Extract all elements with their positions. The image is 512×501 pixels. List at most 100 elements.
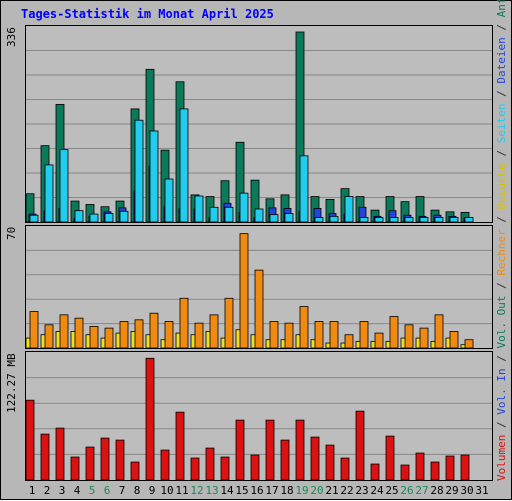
volume-bar-volumen bbox=[115, 439, 125, 481]
volume-bar-volumen bbox=[145, 357, 155, 481]
volume-bar-volumen bbox=[40, 433, 50, 481]
chart-title: Tages-Statistik im Monat April 2025 bbox=[21, 7, 274, 21]
visits-bar-rechner bbox=[89, 326, 99, 349]
volume-bar-volumen bbox=[100, 437, 110, 481]
volume-bar-volumen bbox=[85, 446, 95, 481]
x-tick-label: 26 bbox=[400, 484, 413, 497]
x-tick-label: 7 bbox=[119, 484, 126, 497]
legend-volumen: Volumen bbox=[495, 434, 508, 481]
x-tick-label: 5 bbox=[89, 484, 96, 497]
x-tick-label: 15 bbox=[235, 484, 248, 497]
visits-bar-rechner bbox=[449, 331, 459, 349]
volume-bar-volumen bbox=[70, 456, 80, 481]
visits-bar-rechner bbox=[134, 319, 144, 349]
x-tick-label: 6 bbox=[104, 484, 111, 497]
requests-bar-seiten bbox=[104, 213, 114, 223]
requests-bar-seiten bbox=[404, 217, 414, 223]
volume-bar-volumen bbox=[430, 461, 440, 481]
legend-anfragen: Anfragen bbox=[495, 0, 508, 17]
visits-bar-rechner bbox=[434, 314, 444, 349]
legend-seiten: Seiten bbox=[495, 103, 508, 144]
volume-bar-volumen bbox=[310, 436, 320, 481]
requests-bar-seiten bbox=[284, 213, 294, 223]
visits-bar-rechner bbox=[359, 321, 369, 349]
visits-bar-rechner bbox=[74, 317, 84, 349]
requests-bar-seiten bbox=[194, 195, 204, 223]
volume-bar-volumen bbox=[325, 444, 335, 481]
visits-bar-rechner bbox=[284, 322, 294, 349]
visits-bar-rechner bbox=[194, 322, 204, 349]
visits-bar-rechner bbox=[149, 312, 159, 349]
volume-bar-volumen bbox=[55, 427, 65, 481]
visits-bar-rechner bbox=[404, 324, 414, 349]
x-tick-label: 14 bbox=[220, 484, 234, 497]
requests-bar-seiten bbox=[29, 214, 39, 223]
requests-bar-seiten bbox=[59, 149, 69, 223]
visits-bar-rechner bbox=[164, 321, 174, 349]
requests-bar-seiten bbox=[89, 213, 99, 223]
x-tick-label: 29 bbox=[445, 484, 458, 497]
x-tick-label: 3 bbox=[59, 484, 66, 497]
volume-bar-volumen bbox=[130, 461, 140, 481]
x-tick-label: 12 bbox=[190, 484, 203, 497]
visits-bar-rechner bbox=[239, 233, 249, 349]
requests-bar-seiten bbox=[329, 215, 339, 223]
requests-bar-seiten bbox=[299, 155, 309, 223]
requests-bar-seiten bbox=[449, 217, 459, 223]
visits-bar-rechner bbox=[254, 269, 264, 349]
volume-bar-volumen bbox=[460, 454, 470, 481]
x-tick-label: 20 bbox=[310, 484, 323, 497]
visits-bar-rechner bbox=[29, 311, 39, 349]
legend-vol-in: Vol. In bbox=[495, 368, 508, 415]
x-tick-label: 22 bbox=[340, 484, 353, 497]
requests-bar-seiten bbox=[179, 108, 189, 223]
volume-bar-volumen bbox=[25, 399, 35, 481]
visits-bar-rechner bbox=[44, 324, 54, 349]
visits-bar-rechner bbox=[314, 321, 324, 349]
requests-bar-seiten bbox=[419, 217, 429, 223]
legend-besuche: Besuche bbox=[495, 163, 508, 210]
x-tick-label: 4 bbox=[74, 484, 81, 497]
requests-bar-seiten bbox=[224, 206, 234, 223]
visits-bar-rechner bbox=[119, 321, 129, 349]
volume-bar-volumen bbox=[175, 411, 185, 481]
x-tick-label: 16 bbox=[250, 484, 263, 497]
visits-bar-rechner bbox=[59, 314, 69, 349]
x-tick-label: 11 bbox=[175, 484, 188, 497]
requests-bar-seiten bbox=[134, 119, 144, 223]
visits-bar-rechner bbox=[374, 332, 384, 349]
requests-bar-seiten bbox=[239, 192, 249, 223]
x-tick-label: 1 bbox=[29, 484, 36, 497]
volume-bar-volumen bbox=[235, 419, 245, 481]
requests-bar-seiten bbox=[389, 217, 399, 223]
requests-bar-seiten bbox=[119, 210, 129, 223]
requests-bar-seiten bbox=[434, 217, 444, 223]
visits-bar-rechner bbox=[179, 297, 189, 349]
volume-bar-volumen bbox=[265, 419, 275, 481]
x-tick-label: 30 bbox=[460, 484, 473, 497]
requests-bar-seiten bbox=[269, 214, 279, 223]
volume-bar-volumen bbox=[280, 439, 290, 481]
volume-bar-volumen bbox=[385, 435, 395, 481]
visits-bar-rechner bbox=[209, 314, 219, 349]
x-tick-label: 13 bbox=[205, 484, 218, 497]
volume-bar-volumen bbox=[190, 457, 200, 481]
volume-bar-volumen bbox=[205, 447, 215, 481]
legend-dateien: Dateien bbox=[495, 37, 508, 84]
volume-bar-volumen bbox=[355, 410, 365, 481]
volume-bar-volumen bbox=[160, 449, 170, 481]
x-tick-label: 2 bbox=[44, 484, 51, 497]
x-tick-label: 24 bbox=[370, 484, 384, 497]
right-legend: Volumen / Vol. In / Vol. Out / Rechner /… bbox=[495, 0, 511, 481]
x-tick-label: 21 bbox=[325, 484, 338, 497]
requests-bar-seiten bbox=[344, 196, 354, 223]
requests-bar-seiten bbox=[314, 217, 324, 223]
requests-bar-seiten bbox=[149, 130, 159, 223]
x-tick-label: 25 bbox=[385, 484, 398, 497]
visits-bar-rechner bbox=[464, 339, 474, 349]
visits-bar-rechner bbox=[299, 306, 309, 349]
x-tick-label: 18 bbox=[280, 484, 293, 497]
x-tick-label: 23 bbox=[355, 484, 368, 497]
requests-bar-seiten bbox=[209, 206, 219, 223]
